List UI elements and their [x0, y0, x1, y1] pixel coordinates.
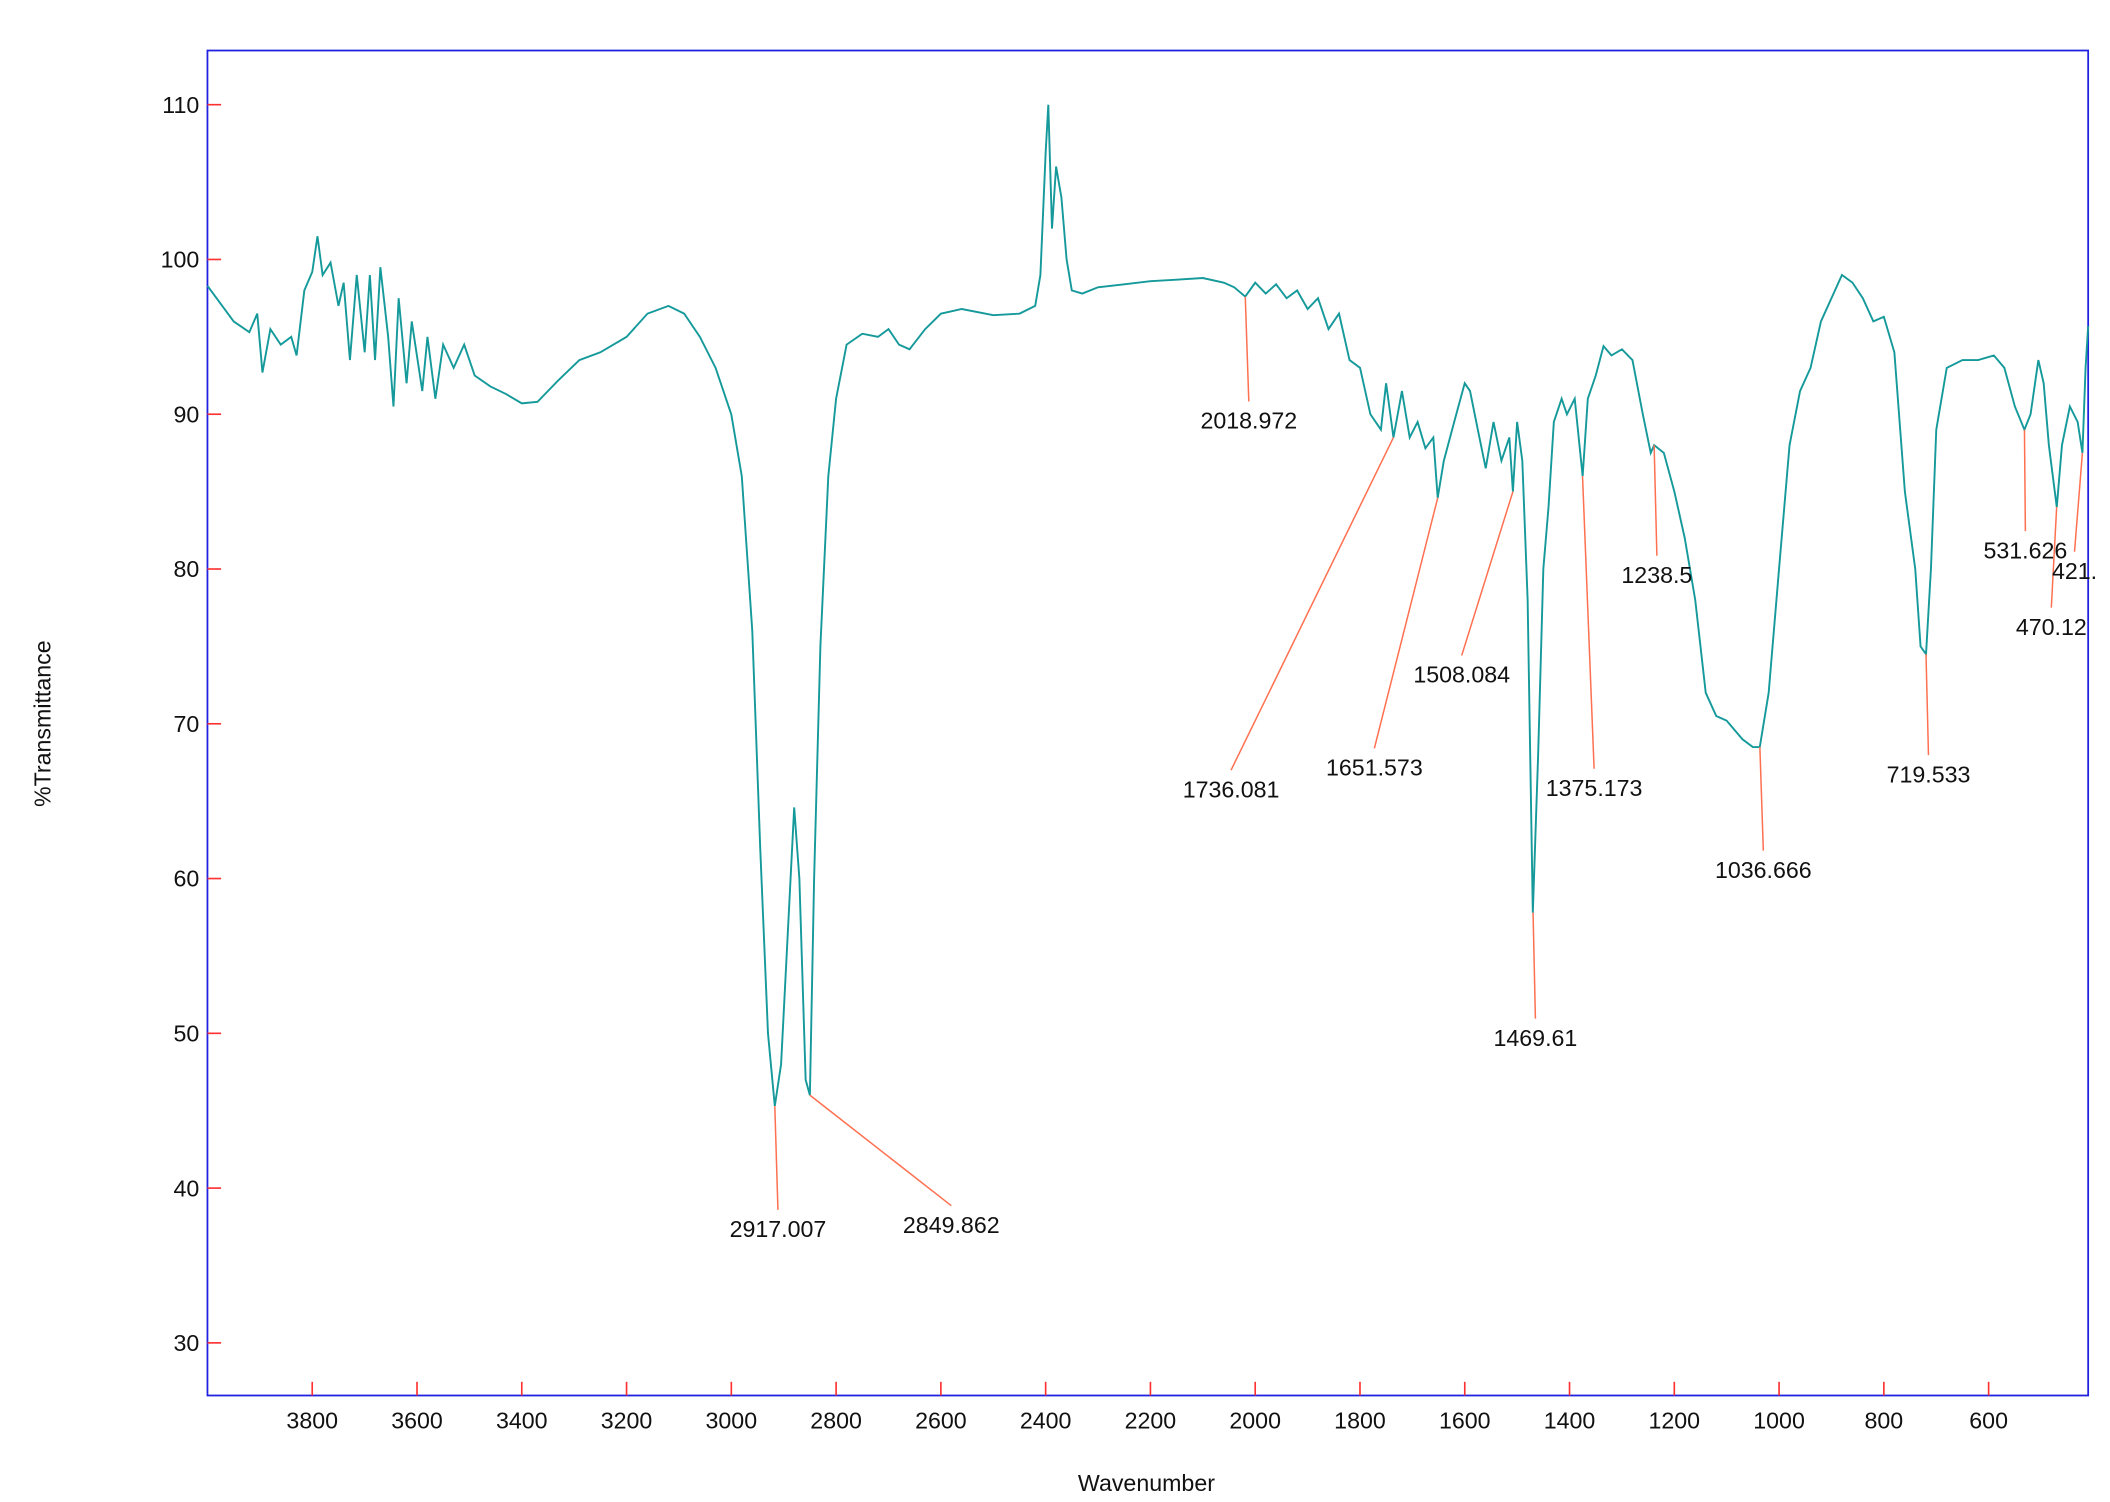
peak-label: 1375.173: [1546, 775, 1643, 801]
x-tick-label: 1000: [1753, 1407, 1805, 1433]
peak-leader: [809, 1094, 952, 1207]
x-tick-label: 3200: [601, 1407, 653, 1433]
peak-leader: [1653, 445, 1658, 556]
x-tick-label: 3400: [496, 1407, 548, 1433]
y-tick-label: 100: [161, 247, 200, 273]
peak-label: 2849.862: [903, 1212, 1000, 1238]
y-tick-label: 110: [162, 92, 199, 118]
peak-leader: [774, 1106, 779, 1210]
x-tick-label: 3600: [391, 1407, 443, 1433]
x-tick-label: 2200: [1125, 1407, 1177, 1433]
peak-leader: [1532, 912, 1537, 1019]
y-tick-label: 50: [173, 1021, 199, 1047]
peak-leader: [1460, 491, 1514, 656]
x-tick-label: 600: [1969, 1407, 2008, 1433]
peak-label: 421.: [2052, 558, 2097, 584]
x-tick-label: 1800: [1334, 1407, 1386, 1433]
y-axis-label: %Transmittance: [30, 640, 56, 807]
plot-frame: [206, 49, 2090, 1397]
peak-leader: [1925, 654, 1930, 756]
x-tick-label: 3800: [286, 1407, 338, 1433]
peak-leader: [1244, 296, 1250, 402]
x-tick-label: 1600: [1439, 1407, 1491, 1433]
peak-label: 1238.5: [1621, 562, 1692, 588]
x-tick-label: 1200: [1649, 1407, 1701, 1433]
peak-leader: [2073, 452, 2084, 552]
peak-label: 1736.081: [1183, 776, 1280, 802]
peak-leader: [1230, 437, 1395, 771]
x-tick-label: 2000: [1229, 1407, 1281, 1433]
peak-label: 719.533: [1887, 761, 1971, 787]
peak-leader: [2023, 429, 2027, 532]
peak-label: 1508.084: [1413, 662, 1510, 688]
peak-leader: [1581, 476, 1595, 769]
y-tick-label: 70: [173, 711, 199, 737]
peak-label: 2917.007: [730, 1216, 827, 1242]
peak-label: 470.12: [2016, 614, 2087, 640]
peak-leader: [1759, 746, 1765, 851]
spectrum-line: [206, 104, 2090, 1107]
peak-leader: [2050, 507, 2058, 608]
peak-label: 2018.972: [1200, 408, 1297, 434]
x-axis-label: Wavenumber: [1078, 1470, 1215, 1496]
y-tick-label: 40: [173, 1175, 199, 1201]
y-tick-label: 60: [173, 866, 199, 892]
x-tick-label: 2800: [810, 1407, 862, 1433]
x-tick-label: 2400: [1020, 1407, 1072, 1433]
peak-label: 1651.573: [1326, 755, 1423, 781]
y-tick-label: 30: [173, 1330, 199, 1356]
y-tick-label: 90: [173, 401, 199, 427]
peak-leader: [1373, 497, 1439, 749]
x-tick-label: 3000: [706, 1407, 758, 1433]
y-tick-label: 80: [173, 556, 199, 582]
x-tick-label: 1400: [1544, 1407, 1596, 1433]
x-tick-label: 800: [1865, 1407, 1904, 1433]
peak-label: 1036.666: [1715, 857, 1812, 883]
peak-label: 1469.61: [1494, 1025, 1578, 1051]
x-tick-label: 2600: [915, 1407, 967, 1433]
